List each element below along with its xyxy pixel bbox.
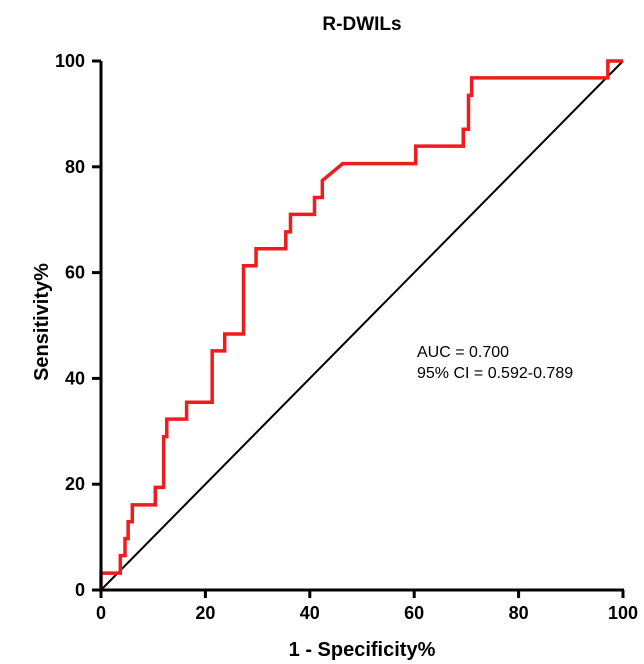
y-tick-label: 60 [65, 263, 85, 283]
reference-diagonal-line [100, 60, 624, 591]
x-tick-label: 100 [608, 603, 638, 623]
chart-title: R-DWILs [322, 14, 401, 35]
x-tick-label: 20 [195, 603, 215, 623]
x-tick-label: 0 [96, 603, 106, 623]
y-tick-label: 20 [65, 474, 85, 494]
axis-ticks: 0 20 40 60 80 100 0 20 40 60 80 100 [55, 51, 638, 623]
x-axis-label: 1 - Specificity% [289, 639, 436, 661]
auc-annotation: AUC = 0.700 [417, 344, 509, 361]
x-tick-label: 80 [509, 603, 529, 623]
x-tick-label: 60 [404, 603, 424, 623]
axes [99, 61, 624, 592]
plot-series [99, 59, 624, 591]
x-tick-label: 40 [300, 603, 320, 623]
y-tick-label: 80 [65, 157, 85, 177]
ci-annotation: 95% CI = 0.592-0.789 [417, 365, 573, 382]
y-tick-label: 0 [75, 580, 85, 600]
y-tick-label: 100 [55, 51, 85, 71]
roc-curve-line [99, 59, 623, 590]
y-tick-label: 40 [65, 368, 85, 388]
y-axis-label: Sensitivity% [31, 263, 53, 381]
